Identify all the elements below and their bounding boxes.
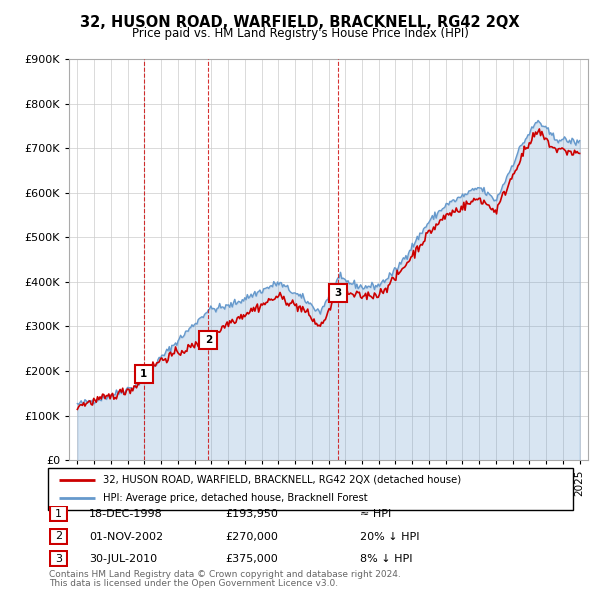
Text: 3: 3: [335, 288, 342, 298]
Text: 3: 3: [55, 554, 62, 563]
Text: 32, HUSON ROAD, WARFIELD, BRACKNELL, RG42 2QX (detached house): 32, HUSON ROAD, WARFIELD, BRACKNELL, RG4…: [103, 475, 461, 485]
FancyBboxPatch shape: [50, 551, 67, 566]
Text: 20% ↓ HPI: 20% ↓ HPI: [360, 532, 419, 542]
Text: 1: 1: [55, 509, 62, 519]
Text: ≈ HPI: ≈ HPI: [360, 510, 391, 519]
Text: 30-JUL-2010: 30-JUL-2010: [89, 555, 157, 564]
Text: £375,000: £375,000: [225, 555, 278, 564]
Text: 2: 2: [205, 335, 212, 345]
Text: 01-NOV-2002: 01-NOV-2002: [89, 532, 163, 542]
Text: 8% ↓ HPI: 8% ↓ HPI: [360, 555, 413, 564]
Text: Price paid vs. HM Land Registry's House Price Index (HPI): Price paid vs. HM Land Registry's House …: [131, 27, 469, 40]
Text: 2: 2: [55, 532, 62, 541]
Text: 32, HUSON ROAD, WARFIELD, BRACKNELL, RG42 2QX: 32, HUSON ROAD, WARFIELD, BRACKNELL, RG4…: [80, 15, 520, 30]
FancyBboxPatch shape: [50, 506, 67, 522]
FancyBboxPatch shape: [50, 529, 67, 544]
Text: 18-DEC-1998: 18-DEC-1998: [89, 510, 163, 519]
Text: 1: 1: [140, 369, 147, 379]
Text: Contains HM Land Registry data © Crown copyright and database right 2024.: Contains HM Land Registry data © Crown c…: [49, 571, 401, 579]
FancyBboxPatch shape: [48, 468, 573, 510]
Text: This data is licensed under the Open Government Licence v3.0.: This data is licensed under the Open Gov…: [49, 579, 338, 588]
Text: £270,000: £270,000: [225, 532, 278, 542]
Text: HPI: Average price, detached house, Bracknell Forest: HPI: Average price, detached house, Brac…: [103, 493, 368, 503]
Text: £193,950: £193,950: [225, 510, 278, 519]
